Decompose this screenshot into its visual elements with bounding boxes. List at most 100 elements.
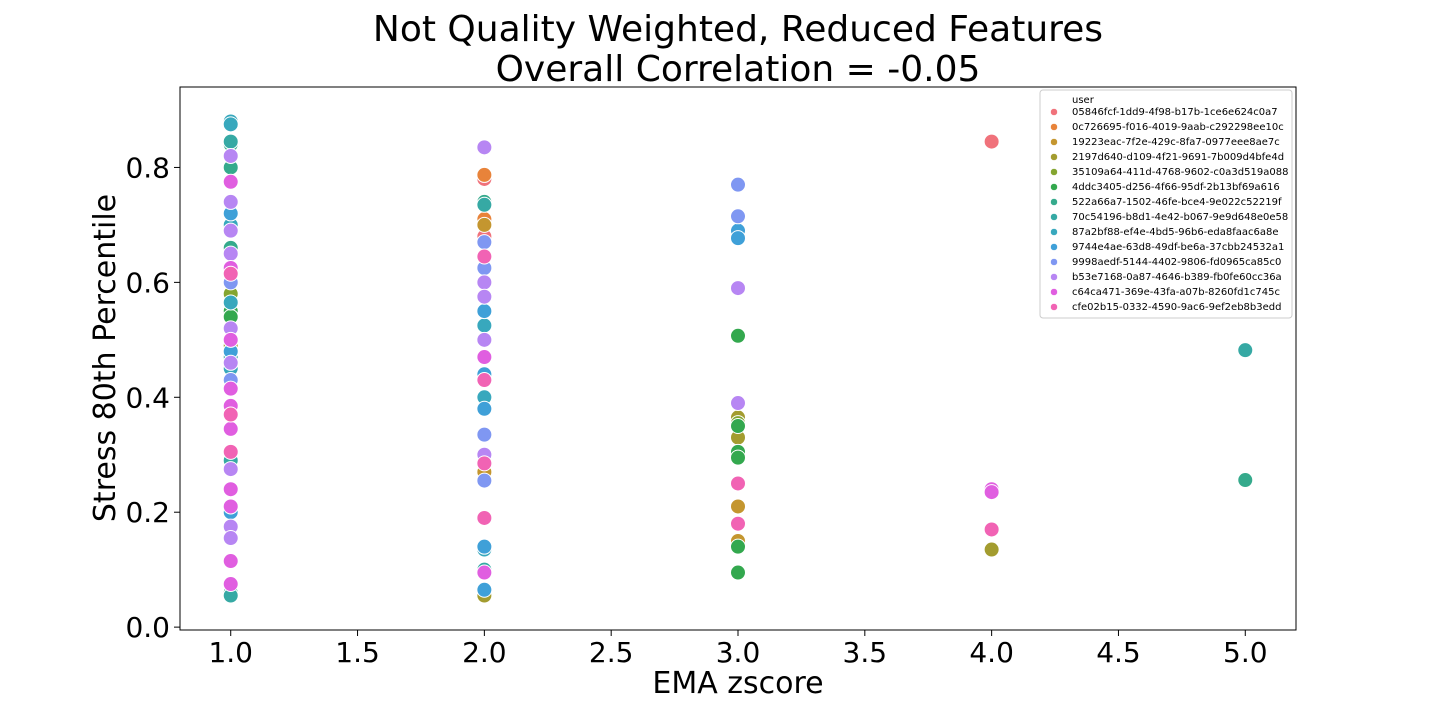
legend-entry-label: 4ddc3405-d256-4f66-95df-2b13bf69a616 bbox=[1072, 182, 1280, 193]
x-tick-label: 4.0 bbox=[969, 636, 1014, 669]
legend-entry-label: 87a2bf88-ef4e-4bd5-96b6-eda8faac6a8e bbox=[1072, 227, 1279, 238]
scatter-point bbox=[476, 349, 493, 366]
scatter-point bbox=[476, 331, 493, 348]
legend-entry-label: 2197d640-d109-4f21-9691-7b009d4bfe4d bbox=[1072, 152, 1284, 163]
legend-entry-label: 35109a64-411d-4768-9602-c0a3d519a088 bbox=[1072, 167, 1288, 178]
x-tick-label: 3.5 bbox=[843, 636, 888, 669]
legend-marker bbox=[1050, 108, 1058, 116]
scatter-point bbox=[730, 475, 746, 492]
y-axis-ticks: 0.0 0.2 0.4 0.6 0.8 bbox=[125, 151, 180, 644]
scatter-point bbox=[1237, 472, 1254, 489]
x-tick-label: 2.0 bbox=[462, 636, 507, 669]
scatter-point bbox=[222, 245, 239, 262]
legend-entry-label: cfe02b15-0332-4590-9ac6-9ef2eb8b3edd bbox=[1072, 302, 1281, 313]
x-tick-label: 1.5 bbox=[335, 636, 380, 669]
legend-entries: 05846fcf-1dd9-4f98-b17b-1ce6e624c0a7 0c72… bbox=[1050, 107, 1288, 313]
scatter-point bbox=[476, 564, 493, 581]
scatter-point bbox=[476, 274, 493, 291]
scatter-point bbox=[222, 443, 239, 460]
legend-marker bbox=[1050, 228, 1058, 236]
scatter-point bbox=[222, 147, 239, 164]
scatter-point bbox=[476, 288, 493, 305]
legend-marker bbox=[1050, 198, 1058, 206]
scatter-point bbox=[222, 133, 239, 150]
scatter-point bbox=[222, 481, 239, 498]
legend-entry-label: 0c726695-f016-4019-9aab-c292298ee10c bbox=[1072, 122, 1284, 133]
legend-entry-label: 19223eac-7f2e-429c-8fa7-0977eee8ae7c bbox=[1072, 137, 1280, 148]
x-tick-label: 1.0 bbox=[208, 636, 253, 669]
scatter-point bbox=[476, 216, 493, 233]
legend-marker bbox=[1050, 303, 1058, 311]
scatter-point bbox=[476, 538, 493, 555]
scatter-point bbox=[476, 139, 493, 156]
scatter-point bbox=[730, 327, 746, 344]
scatter-point bbox=[222, 498, 239, 515]
scatter-point bbox=[730, 176, 746, 193]
scatter-point bbox=[476, 426, 493, 443]
scatter-point bbox=[222, 406, 239, 423]
scatter-point bbox=[222, 354, 239, 371]
scatter-point bbox=[983, 484, 1000, 501]
legend-marker bbox=[1050, 258, 1058, 266]
y-tick-label: 0.2 bbox=[125, 496, 170, 529]
scatter-point bbox=[222, 576, 239, 593]
scatter-point bbox=[730, 230, 746, 247]
scatter-point bbox=[222, 420, 239, 437]
scatter-point bbox=[222, 265, 239, 282]
scatter-point bbox=[730, 280, 746, 297]
legend-marker bbox=[1050, 168, 1058, 176]
scatter-point bbox=[476, 472, 493, 489]
legend-marker bbox=[1050, 183, 1058, 191]
legend-entry-label: 522a66a7-1502-46fe-bce4-9e022c52219f bbox=[1072, 197, 1282, 208]
scatter-point bbox=[476, 166, 493, 183]
scatter-point bbox=[730, 538, 746, 555]
y-tick-label: 0.8 bbox=[125, 151, 170, 184]
scatter-point bbox=[730, 208, 746, 225]
scatter-point bbox=[983, 133, 1000, 150]
legend-marker bbox=[1050, 288, 1058, 296]
legend-marker bbox=[1050, 243, 1058, 251]
legend-box bbox=[1039, 89, 1293, 319]
x-tick-label: 2.5 bbox=[589, 636, 634, 669]
scatter-point bbox=[730, 395, 746, 412]
scatter-point bbox=[730, 449, 746, 466]
legend-entry-label: c64ca471-369e-43fa-a07b-8260fd1c745c bbox=[1072, 287, 1280, 298]
scatter-point bbox=[476, 400, 493, 417]
legend-entry-label: 9998aedf-5144-4402-9806-fd0965ca85c0 bbox=[1072, 257, 1281, 268]
scatter-point bbox=[476, 372, 493, 389]
legend-title: user bbox=[1072, 95, 1095, 106]
y-tick-label: 0.0 bbox=[125, 611, 170, 644]
legend-entry-label: 9744e4ae-63d8-49df-be6a-37cbb24532a1 bbox=[1072, 242, 1284, 253]
y-axis-label: Stress 80th Percentile bbox=[88, 194, 123, 522]
scatter-point bbox=[222, 193, 239, 210]
scatter-point bbox=[730, 564, 746, 581]
legend-marker bbox=[1050, 213, 1058, 221]
chart-title-line1: Not Quality Weighted, Reduced Features bbox=[373, 9, 1103, 50]
legend-marker bbox=[1050, 273, 1058, 281]
scatter-point bbox=[476, 581, 493, 598]
legend-marker bbox=[1050, 153, 1058, 161]
legend: user 05846fcf-1dd9-4f98-b17b-1ce6e624c0a… bbox=[1039, 89, 1293, 319]
legend-marker bbox=[1050, 138, 1058, 146]
scatter-point bbox=[222, 173, 239, 190]
x-axis-label: EMA zscore bbox=[652, 666, 823, 701]
scatter-point bbox=[730, 498, 746, 515]
data-points bbox=[222, 113, 1254, 604]
scatter-point bbox=[222, 530, 239, 547]
scatter-point bbox=[222, 331, 239, 348]
scatter-point bbox=[730, 515, 746, 532]
scatter-point bbox=[730, 418, 746, 435]
y-tick-label: 0.4 bbox=[125, 381, 170, 414]
x-axis-ticks: 1.0 1.5 2.0 2.5 3.0 3.5 4.0 4.5 5.0 bbox=[208, 630, 1268, 669]
scatter-point bbox=[222, 380, 239, 397]
scatter-point bbox=[222, 116, 239, 133]
legend-entry-label: 05846fcf-1dd9-4f98-b17b-1ce6e624c0a7 bbox=[1072, 107, 1278, 118]
scatter-point bbox=[222, 294, 239, 311]
scatter-point bbox=[476, 455, 493, 472]
x-tick-label: 5.0 bbox=[1223, 636, 1268, 669]
scatter-point bbox=[983, 541, 1000, 558]
scatter-point bbox=[476, 303, 493, 320]
scatter-point bbox=[476, 317, 493, 334]
y-tick-label: 0.6 bbox=[125, 266, 170, 299]
scatter-point bbox=[1237, 342, 1254, 359]
